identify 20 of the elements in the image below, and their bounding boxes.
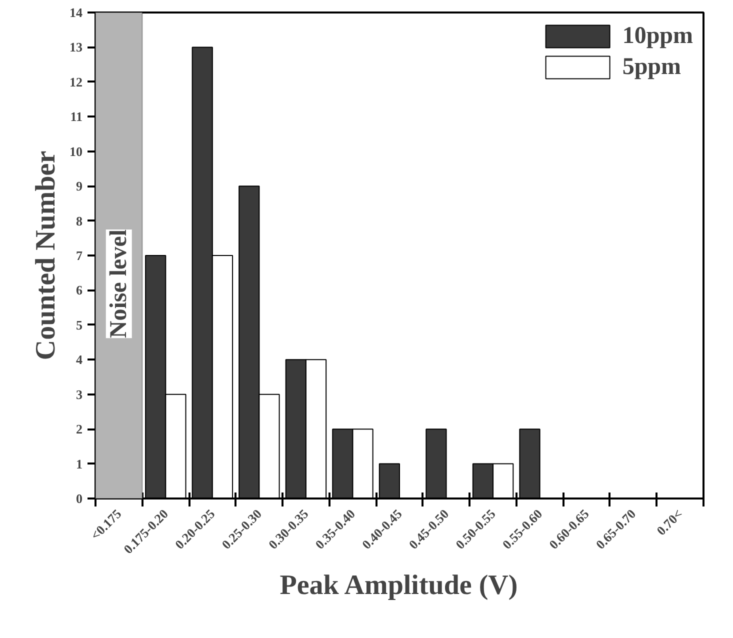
legend-label: 5ppm: [622, 54, 681, 80]
y-tick-label: 13: [70, 40, 83, 55]
y-tick-label: 8: [76, 213, 83, 228]
y-tick-label: 14: [70, 5, 83, 20]
x-axis-title: Peak Amplitude (V): [280, 570, 518, 601]
y-tick-label: 6: [76, 282, 83, 298]
y-tick-label: 2: [76, 422, 82, 437]
y-tick-label: 10: [70, 144, 82, 159]
y-tick-label: 9: [76, 178, 83, 194]
y-tick-label: 11: [70, 109, 83, 124]
y-tick-label: 5: [76, 317, 83, 332]
y-tick-label: 7: [76, 248, 83, 263]
y-axis-title: Counted Number: [30, 150, 62, 360]
y-tick-label: 1: [76, 456, 82, 472]
y-tick-label: 12: [70, 74, 82, 90]
legend-label: 10ppm: [622, 22, 693, 50]
y-tick-label: 3: [76, 386, 83, 402]
y-tick-label: 0: [76, 491, 82, 506]
band-label: Noise level: [106, 229, 132, 338]
y-tick-label: 4: [76, 352, 83, 368]
